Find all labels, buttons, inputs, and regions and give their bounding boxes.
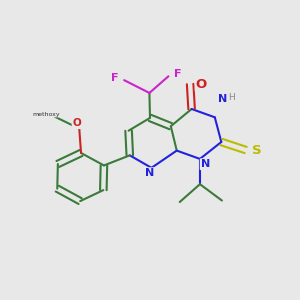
Text: O: O — [196, 77, 207, 91]
Text: S: S — [252, 143, 262, 157]
Text: O: O — [73, 118, 81, 128]
Text: N: N — [146, 168, 154, 178]
Text: N: N — [201, 159, 210, 169]
Text: H: H — [228, 93, 235, 102]
Text: F: F — [112, 73, 119, 83]
Text: N: N — [218, 94, 227, 104]
Text: F: F — [174, 69, 181, 79]
Text: methoxy: methoxy — [33, 112, 60, 117]
